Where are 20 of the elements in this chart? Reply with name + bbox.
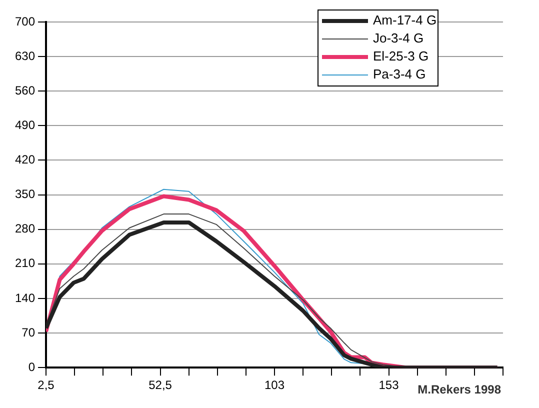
legend-label: El-25-3 G xyxy=(373,48,429,64)
y-tick-label: 350 xyxy=(14,187,36,202)
y-tick-label: 420 xyxy=(14,152,36,167)
y-tick-label: 490 xyxy=(14,118,36,132)
y-tick-label: 280 xyxy=(14,222,36,236)
legend-label: Pa-3-4 G xyxy=(373,66,426,82)
legend-label: Jo-3-4 G xyxy=(373,30,424,46)
x-tick-label: 52,5 xyxy=(148,378,172,392)
y-tick-label: 140 xyxy=(14,290,36,305)
text: M.Rekers 1998 xyxy=(418,382,502,396)
y-tick-label: 0 xyxy=(28,360,36,374)
legend-label: Am-17-4 G xyxy=(373,12,437,28)
y-tick-label: 70 xyxy=(22,325,36,340)
y-tick-label: 560 xyxy=(14,83,36,98)
y-tick-label: 700 xyxy=(14,14,36,28)
x-tick-label: 2,5 xyxy=(38,378,55,392)
x-tick-label: 153 xyxy=(378,378,400,392)
y-tick-label: 630 xyxy=(14,48,36,63)
x-tick-label: 103 xyxy=(264,378,285,392)
y-tick-label: 210 xyxy=(14,256,36,270)
